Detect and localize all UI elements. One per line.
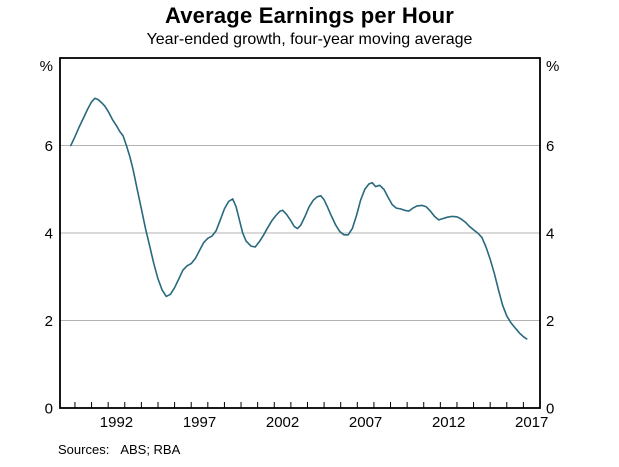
x-axis-tick-label: 2012 [432,414,465,431]
sources-value: ABS; RBA [120,442,181,457]
y-axis-unit-right: % [546,58,559,75]
y-axis-unit-left: % [40,58,53,75]
y-axis-tick-label-left: 2 [45,313,53,330]
y-axis-tick-label-left: 4 [45,226,53,243]
chart-subtitle: Year-ended growth, four-year moving aver… [146,31,473,48]
x-axis-tick-label: 2002 [266,414,299,431]
y-axis-tick-label-right: 2 [546,313,554,330]
y-axis-tick-label-right: 4 [546,226,554,243]
plot-frame [59,57,541,409]
x-axis-tick-label: 1992 [100,414,133,431]
y-axis-tick-label-right: 6 [546,138,554,155]
chart-title: Average Earnings per Hour [164,3,455,28]
y-axis-tick-label-left: 6 [45,138,53,155]
x-axis-tick-label: 1997 [183,414,216,431]
data-line [70,97,528,340]
sources-note: Sources: ABS; RBA [58,442,180,457]
sources-label: Sources: [58,442,110,457]
y-axis-tick-label-left: 0 [45,401,53,418]
x-axis-tick-label: 2017 [515,414,548,431]
y-axis-tick-label-right: 0 [546,401,554,418]
x-axis-tick-label: 2007 [349,414,382,431]
